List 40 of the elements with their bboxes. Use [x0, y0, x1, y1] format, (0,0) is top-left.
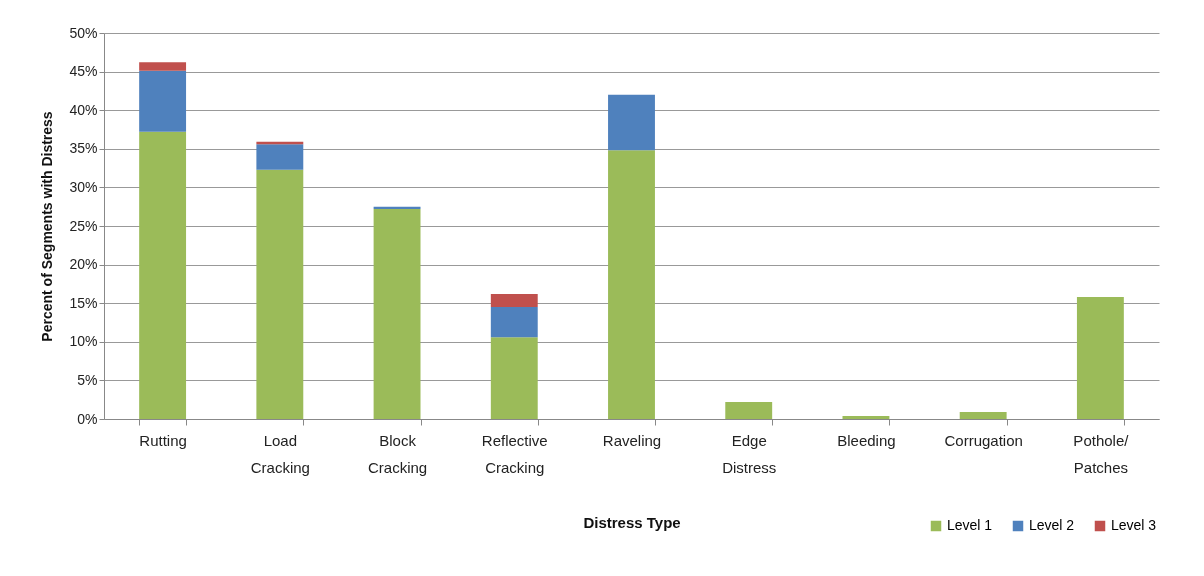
y-tick-label: 45% — [69, 63, 98, 80]
y-tick-label: 0% — [77, 410, 98, 427]
bar — [373, 209, 421, 419]
bar — [139, 70, 187, 132]
bar — [139, 62, 187, 71]
bar — [490, 337, 538, 419]
x-tick-label: Edge Distress — [722, 431, 777, 476]
x-tick-label: Bleeding — [837, 431, 896, 449]
y-tick-label: 25% — [69, 217, 98, 234]
x-tick-label: Reflective Cracking — [481, 431, 548, 476]
legend-label: Level 3 — [1111, 517, 1157, 533]
y-tick-label: 15% — [69, 294, 98, 311]
bar — [725, 402, 773, 419]
bar — [1076, 297, 1124, 419]
bar — [608, 150, 655, 419]
y-tick-label: 20% — [69, 256, 98, 273]
y-tick-label: 40% — [69, 101, 98, 118]
legend-label: Level 2 — [1029, 517, 1075, 533]
x-tick-label: Block Cracking — [367, 431, 428, 476]
x-tick-label: Load Cracking — [250, 431, 310, 476]
y-tick-label: 10% — [69, 333, 98, 350]
x-tick-label: Corrugation — [944, 431, 1023, 449]
y-axis-title: Percent of Segments with Distress — [39, 111, 56, 342]
x-tick-label: Rutting — [139, 431, 187, 449]
bar — [959, 412, 1007, 419]
x-tick-label: Pothole/ Patches — [1073, 431, 1130, 476]
bar — [842, 415, 890, 419]
x-tick-label: Raveling — [602, 431, 662, 449]
bar — [608, 94, 655, 151]
bar — [490, 293, 538, 308]
x-axis-title: Distress Type — [583, 513, 681, 531]
y-tick-label: 35% — [69, 140, 98, 157]
bar — [256, 144, 304, 170]
y-tick-label: 50% — [69, 24, 98, 41]
bar — [256, 169, 304, 419]
y-tick-label: 5% — [77, 371, 98, 388]
bar — [139, 131, 187, 419]
bar — [490, 307, 538, 338]
legend-label: Level 1 — [947, 517, 993, 533]
y-tick-label: 30% — [69, 178, 98, 195]
